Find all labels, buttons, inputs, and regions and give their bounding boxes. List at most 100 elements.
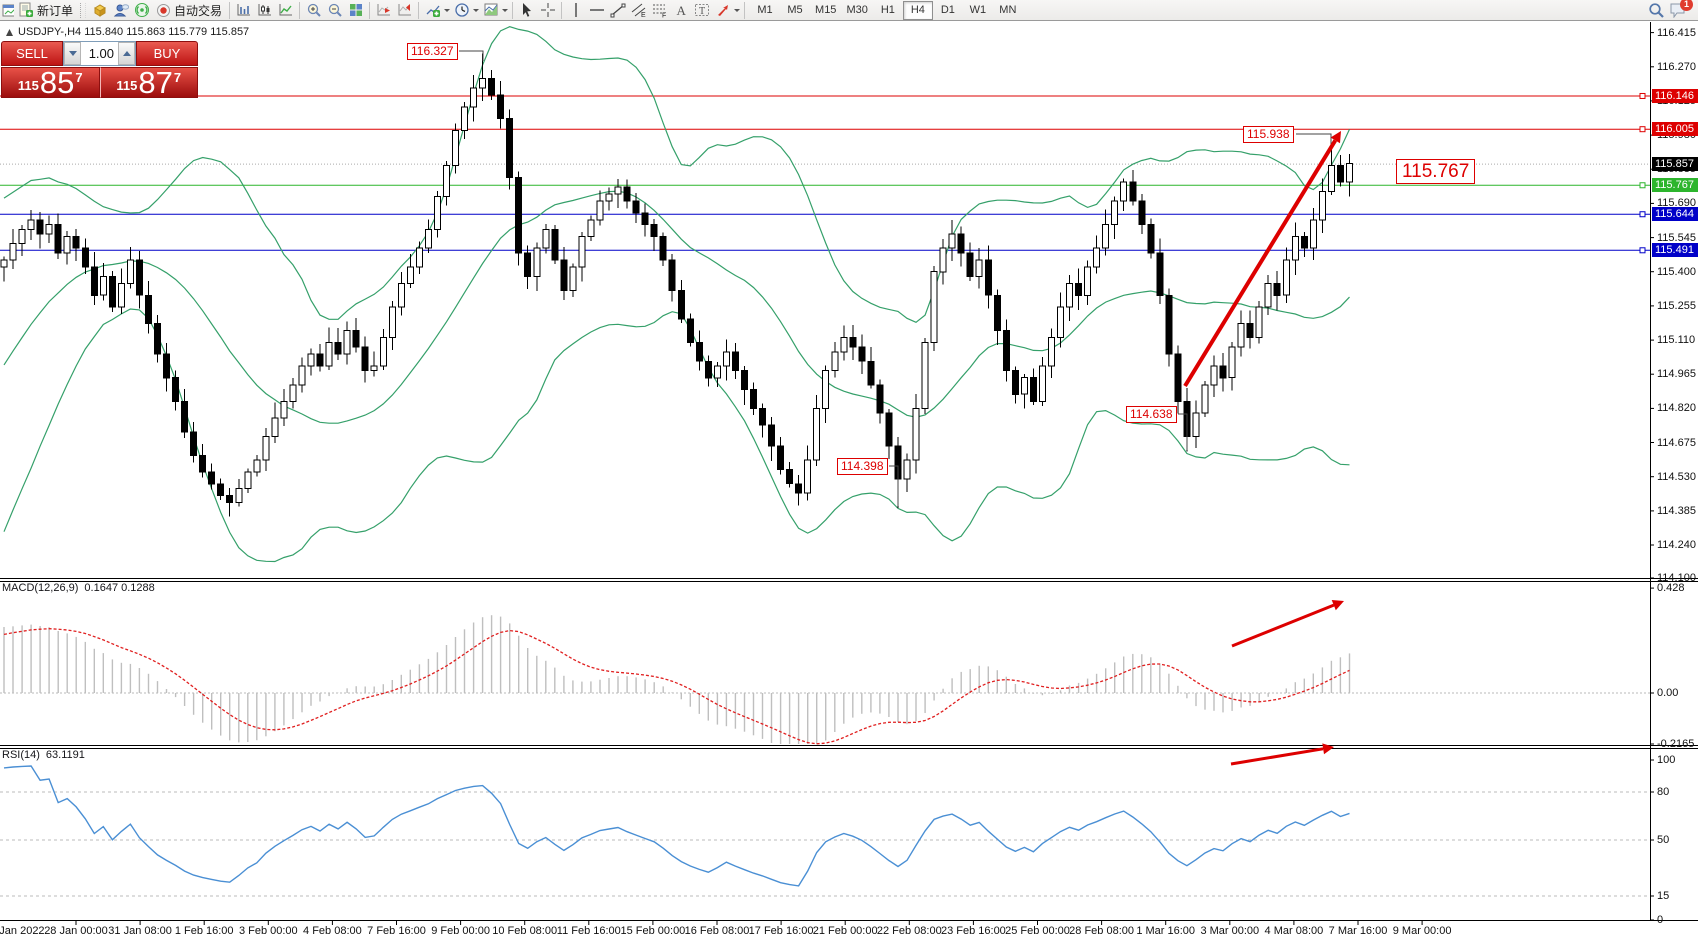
equidistant-channel-icon[interactable]: E bbox=[628, 1, 649, 20]
price-axis-tick: 114.530 bbox=[1657, 470, 1696, 483]
timeframe-m1[interactable]: M1 bbox=[757, 4, 773, 16]
price-badge: 115.857 bbox=[1652, 157, 1698, 172]
signals-icon[interactable] bbox=[131, 1, 152, 20]
candlestick-chart-icon[interactable] bbox=[254, 1, 275, 20]
macd-values: 0.1647 0.1288 bbox=[84, 582, 155, 594]
price-axis-tick: 115.255 bbox=[1657, 299, 1696, 312]
timeframe-h4[interactable]: H4 bbox=[902, 0, 933, 20]
toolbar-grip[interactable] bbox=[80, 2, 87, 18]
periods-dropdown-caret[interactable] bbox=[473, 9, 480, 15]
fibonacci-icon[interactable]: F bbox=[649, 1, 670, 20]
time-axis-year-label: 26 Jan 2022 bbox=[0, 925, 45, 937]
notifications-icon[interactable]: 1 bbox=[1667, 0, 1693, 20]
price-axis-tick: 114.240 bbox=[1657, 539, 1696, 552]
time-axis-label: 7 Feb 16:00 bbox=[367, 925, 426, 937]
text-label-icon[interactable]: T bbox=[691, 1, 712, 20]
auto-scroll-icon[interactable] bbox=[373, 1, 394, 20]
timeframe-d1[interactable]: D1 bbox=[940, 4, 955, 16]
price-annotation[interactable]: 114.638 bbox=[1126, 406, 1177, 423]
price-annotation[interactable]: 115.767 bbox=[1396, 159, 1476, 184]
horizontal-line-icon[interactable] bbox=[586, 1, 607, 20]
time-axis-label: 15 Feb 00:00 bbox=[620, 925, 686, 937]
vertical-line-icon[interactable] bbox=[565, 1, 586, 20]
timeframe-m30[interactable]: M30 bbox=[846, 4, 868, 16]
buy-price-display[interactable]: 115 87 7 bbox=[99, 67, 198, 98]
toolbar-separator bbox=[299, 1, 301, 19]
templates-dropdown-caret[interactable] bbox=[502, 9, 509, 15]
chart-window-icon[interactable] bbox=[2, 1, 14, 20]
trendline-icon[interactable] bbox=[607, 1, 628, 20]
templates-icon[interactable] bbox=[480, 1, 501, 20]
text-icon[interactable]: A bbox=[670, 1, 691, 20]
market-icon[interactable] bbox=[89, 1, 110, 20]
line-chart-icon[interactable] bbox=[275, 1, 296, 20]
price-annotation[interactable]: 116.327 bbox=[407, 43, 458, 60]
volume-input[interactable]: 1.00 bbox=[63, 41, 136, 66]
toolbar-separator bbox=[561, 1, 563, 19]
svg-text:E: E bbox=[641, 12, 646, 18]
toolbar-separator bbox=[418, 1, 420, 19]
rsi-axis-tick: 50 bbox=[1657, 834, 1670, 846]
timeframe-m15[interactable]: M15 bbox=[815, 4, 837, 16]
sell-price-main: 85 bbox=[39, 65, 75, 100]
symbol-marker-icon bbox=[6, 28, 13, 36]
price-annotation[interactable]: 114.398 bbox=[837, 458, 888, 475]
time-axis-label: 9 Feb 00:00 bbox=[431, 925, 490, 937]
price-badge: 115.491 bbox=[1652, 243, 1698, 258]
price-badge: 115.644 bbox=[1652, 207, 1698, 222]
bar-chart-icon[interactable] bbox=[233, 1, 254, 20]
time-axis-label: 22 Feb 08:00 bbox=[876, 925, 942, 937]
periods-icon[interactable] bbox=[451, 1, 472, 20]
time-axis-label: 28 Feb 08:00 bbox=[1069, 925, 1135, 937]
macd-panel-label: MACD(12,26,9) 0.1647 0.1288 bbox=[2, 582, 155, 594]
indicators-icon[interactable] bbox=[422, 1, 443, 20]
toolbar-separator bbox=[369, 1, 371, 19]
time-axis-label: 28 Jan 00:00 bbox=[44, 925, 108, 937]
rsi-axis-tick: 15 bbox=[1657, 890, 1670, 902]
toolbar-separator bbox=[229, 1, 231, 19]
time-axis-label: 3 Feb 00:00 bbox=[238, 925, 298, 937]
main-toolbar: 新订单 自动交易 bbox=[0, 0, 1698, 21]
zoom-in-icon[interactable] bbox=[303, 1, 324, 20]
sell-price-display[interactable]: 115 85 7 bbox=[1, 67, 100, 98]
time-axis-label: 23 Feb 16:00 bbox=[940, 925, 1006, 937]
price-axis-tick: 115.545 bbox=[1657, 231, 1696, 244]
zoom-out-icon[interactable] bbox=[324, 1, 345, 20]
time-axis-label: 7 Mar 16:00 bbox=[1328, 925, 1388, 937]
time-axis-label: 1 Feb 16:00 bbox=[174, 925, 234, 937]
time-axis-label: 3 Mar 00:00 bbox=[1200, 925, 1260, 937]
svg-text:T: T bbox=[699, 6, 705, 17]
price-annotation[interactable]: 115.938 bbox=[1243, 126, 1294, 143]
arrows-tool-icon[interactable] bbox=[712, 1, 733, 20]
timeframe-m5[interactable]: M5 bbox=[787, 4, 803, 16]
new-order-label: 新订单 bbox=[37, 3, 74, 18]
search-icon[interactable] bbox=[1646, 1, 1667, 20]
price-axis-tick: 116.415 bbox=[1657, 26, 1696, 39]
rsi-value: 63.1191 bbox=[45, 749, 85, 761]
price-badge: 116.005 bbox=[1652, 122, 1698, 137]
indicators-dropdown-caret[interactable] bbox=[444, 9, 451, 15]
volume-decrease-button[interactable] bbox=[64, 42, 81, 65]
macd-axis-tick: 0.428 bbox=[1657, 582, 1685, 595]
timeframe-h1[interactable]: H1 bbox=[880, 4, 895, 16]
sell-button[interactable]: SELL bbox=[1, 41, 63, 66]
arrows-dropdown-caret[interactable] bbox=[734, 9, 741, 15]
time-axis-label: 21 Feb 00:00 bbox=[812, 925, 878, 937]
timeframe-mn[interactable]: MN bbox=[999, 4, 1017, 16]
toolbar-separator bbox=[512, 1, 514, 19]
timeframe-w1[interactable]: W1 bbox=[969, 4, 987, 16]
crosshair-icon[interactable] bbox=[537, 1, 558, 20]
sell-price-prefix: 115 bbox=[17, 78, 39, 93]
volume-value[interactable]: 1.00 bbox=[88, 46, 114, 61]
chart-shift-icon[interactable] bbox=[394, 1, 415, 20]
buy-button[interactable]: BUY bbox=[136, 41, 198, 66]
symbol-ohlc-header: USDJPY-,H4 115.840 115.863 115.779 115.8… bbox=[5, 26, 249, 38]
new-order-button[interactable]: 新订单 bbox=[14, 1, 77, 20]
tile-windows-icon[interactable] bbox=[345, 1, 366, 20]
time-axis-label: 16 Feb 08:00 bbox=[684, 925, 750, 937]
autotrading-button[interactable]: 自动交易 bbox=[152, 1, 226, 20]
community-icon[interactable] bbox=[110, 1, 131, 20]
cursor-icon[interactable] bbox=[516, 1, 537, 20]
volume-increase-button[interactable] bbox=[118, 42, 135, 65]
